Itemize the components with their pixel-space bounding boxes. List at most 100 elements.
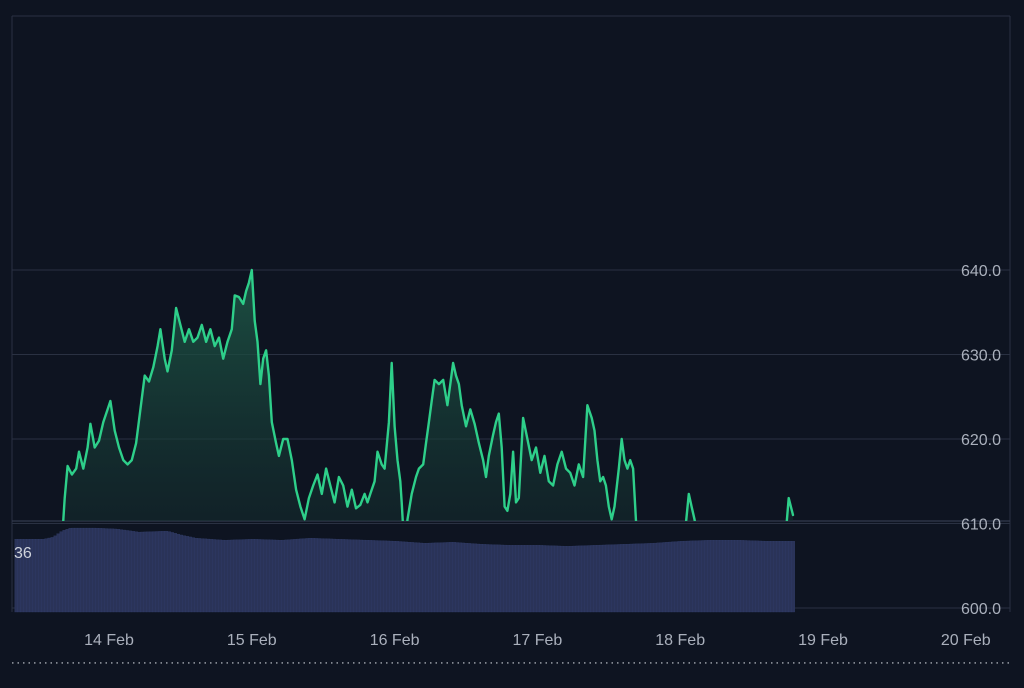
volume-bar [677,541,681,613]
volume-bar [476,543,480,613]
volume-bar [251,539,255,613]
volume-bar [782,541,786,613]
volume-bar [308,538,312,613]
volume-bar [197,538,201,613]
volume-bar [632,543,636,613]
volume-bar [398,541,402,613]
volume-bar [359,539,363,613]
volume-bar [434,542,438,613]
volume-bar [707,540,711,613]
volume-bar [659,542,663,613]
volume-bar [206,538,210,613]
volume-bar [650,543,654,613]
volume-bar [452,542,456,613]
volume-bar [356,539,360,613]
volume-bar [38,539,42,613]
volume-bar [635,543,639,613]
volume-bar [542,545,546,613]
volume-bar [575,545,579,613]
volume-bar [389,540,393,613]
volume-bar [524,545,528,613]
volume-bar [284,539,288,613]
volume-bar [704,540,708,613]
volume-bar [290,539,294,613]
volume-bar [731,540,735,613]
volume-bar [137,531,141,613]
volume-bar [95,527,99,613]
volume-bar [698,540,702,613]
volume-bar [743,540,747,613]
volume-bar [71,527,75,613]
volume-bar [479,544,483,613]
volume-bar [719,540,723,613]
volume-bar [716,540,720,613]
y-axis: 640.0 630.0 620.0 610.0 600.0 [961,263,1001,618]
volume-bar [53,535,57,613]
x-tick-label: 18 Feb [655,632,705,649]
volume-bar [512,545,516,613]
volume-bar [371,540,375,613]
volume-bar [104,528,108,613]
volume-bar [551,545,555,613]
volume-bar [311,538,315,613]
volume-bar [419,542,423,613]
volume-bar [323,538,327,613]
volume-bar [134,531,138,613]
volume-bar [767,541,771,613]
volume-bar [35,539,39,613]
volume-bar [527,545,531,613]
volume-bar [80,527,84,613]
volume-bar [302,538,306,613]
volume-bar [662,542,666,613]
volume-bar [488,544,492,613]
volume-bar [392,541,396,613]
volume-bar [149,531,153,613]
volume-bar [395,541,399,613]
volume-bar [413,542,417,613]
volume-bar [98,528,102,613]
volume-bar [428,542,432,613]
volume-bar [788,541,792,613]
y-tick-label: 630.0 [961,348,1001,365]
volume-bar [443,542,447,613]
volume-bar [599,544,603,613]
volume-bar [596,545,600,613]
volume-bar [236,539,240,613]
volume-bar [791,541,795,613]
volume-bar [212,539,216,613]
volume-bar [344,539,348,613]
volume-bar [272,539,276,613]
volume-bar [56,533,60,613]
volume-bar [617,544,621,613]
volume-bar [353,539,357,613]
volume-bar [170,532,174,613]
volume-bar [683,540,687,613]
volume-bar [143,531,147,613]
volume-bar [701,540,705,613]
volume-bar [65,529,69,613]
x-tick-label: 19 Feb [798,632,848,649]
volume-bar [275,539,279,613]
volume-bar [218,539,222,613]
volume-bar [368,540,372,613]
volume-bar [116,529,120,613]
volume-bar [200,538,204,613]
volume-bar [146,531,150,613]
volume-bar [647,543,651,613]
volume-bar [671,541,675,613]
volume-bar [584,545,588,613]
volume-bar [689,540,693,613]
x-tick-label: 16 Feb [370,632,420,649]
volume-bar [623,544,627,613]
volume-bar [761,540,765,613]
volume-bar [350,539,354,613]
volume-value-label: 36 [14,545,32,562]
volume-bar [503,544,507,613]
volume-bar [362,539,366,613]
volume-bar [536,545,540,613]
volume-bar [44,538,48,613]
volume-bar [458,542,462,613]
volume-bar [83,527,87,613]
